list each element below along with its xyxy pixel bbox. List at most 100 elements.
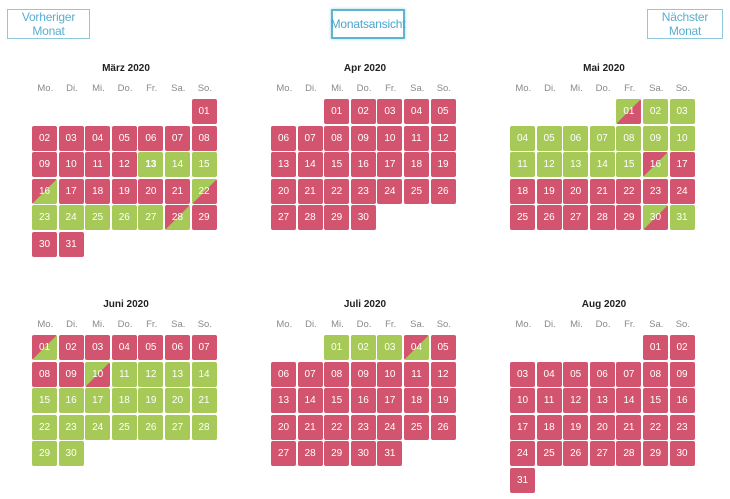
day-cell[interactable]: 27 bbox=[164, 414, 190, 440]
day-cell[interactable]: 14 bbox=[297, 152, 323, 178]
day-cell[interactable]: 17 bbox=[58, 178, 84, 204]
day-cell[interactable]: 12 bbox=[430, 361, 456, 387]
day-cell[interactable]: 02 bbox=[642, 99, 668, 124]
day-cell[interactable]: 19 bbox=[430, 388, 456, 414]
day-cell[interactable]: 10 bbox=[510, 388, 535, 414]
day-cell[interactable]: 27 bbox=[271, 205, 296, 231]
day-cell[interactable]: 11 bbox=[85, 152, 111, 178]
day-cell[interactable]: 21 bbox=[164, 178, 190, 204]
day-cell[interactable]: 17 bbox=[510, 414, 535, 440]
day-cell[interactable]: 04 bbox=[510, 125, 535, 151]
day-cell[interactable]: 18 bbox=[510, 178, 535, 204]
day-cell[interactable]: 29 bbox=[324, 205, 350, 231]
day-cell[interactable]: 24 bbox=[377, 178, 403, 204]
day-cell[interactable]: 17 bbox=[377, 152, 403, 178]
day-cell[interactable]: 08 bbox=[642, 361, 668, 387]
day-cell[interactable]: 06 bbox=[589, 361, 615, 387]
day-cell[interactable]: 02 bbox=[58, 335, 84, 360]
day-cell[interactable]: 18 bbox=[403, 152, 429, 178]
day-cell[interactable]: 05 bbox=[536, 125, 562, 151]
day-cell[interactable]: 31 bbox=[377, 441, 403, 467]
day-cell[interactable]: 26 bbox=[138, 414, 164, 440]
day-cell[interactable]: 03 bbox=[58, 125, 84, 151]
day-cell[interactable]: 16 bbox=[642, 152, 668, 178]
day-cell[interactable]: 28 bbox=[589, 205, 615, 231]
day-cell[interactable]: 26 bbox=[536, 205, 562, 231]
day-cell[interactable]: 02 bbox=[350, 335, 376, 360]
day-cell[interactable]: 29 bbox=[191, 205, 217, 231]
day-cell[interactable]: 31 bbox=[510, 467, 535, 493]
day-cell[interactable]: 21 bbox=[297, 178, 323, 204]
day-cell[interactable]: 07 bbox=[616, 361, 642, 387]
day-cell[interactable]: 29 bbox=[32, 441, 57, 467]
day-cell[interactable]: 28 bbox=[616, 441, 642, 467]
day-cell[interactable]: 26 bbox=[430, 414, 456, 440]
day-cell[interactable]: 22 bbox=[642, 414, 668, 440]
day-cell[interactable]: 22 bbox=[616, 178, 642, 204]
day-cell[interactable]: 10 bbox=[85, 361, 111, 387]
day-cell[interactable]: 19 bbox=[536, 178, 562, 204]
day-cell[interactable]: 16 bbox=[350, 388, 376, 414]
day-cell[interactable]: 09 bbox=[32, 152, 57, 178]
day-cell[interactable]: 10 bbox=[669, 125, 695, 151]
day-cell[interactable]: 24 bbox=[669, 178, 695, 204]
day-cell[interactable]: 12 bbox=[111, 152, 137, 178]
day-cell[interactable]: 12 bbox=[430, 125, 456, 151]
day-cell[interactable]: 25 bbox=[85, 205, 111, 231]
day-cell[interactable]: 12 bbox=[536, 152, 562, 178]
day-cell[interactable]: 09 bbox=[58, 361, 84, 387]
day-cell[interactable]: 11 bbox=[403, 125, 429, 151]
day-cell[interactable]: 31 bbox=[669, 205, 695, 231]
day-cell[interactable]: 19 bbox=[138, 388, 164, 414]
day-cell[interactable]: 04 bbox=[536, 361, 562, 387]
day-cell[interactable]: 22 bbox=[191, 178, 217, 204]
day-cell[interactable]: 18 bbox=[85, 178, 111, 204]
day-cell[interactable]: 04 bbox=[111, 335, 137, 360]
day-cell[interactable]: 12 bbox=[563, 388, 589, 414]
next-month-button[interactable]: Nächster Monat bbox=[647, 9, 723, 39]
day-cell[interactable]: 29 bbox=[642, 441, 668, 467]
day-cell[interactable]: 07 bbox=[164, 125, 190, 151]
day-cell[interactable]: 10 bbox=[377, 361, 403, 387]
day-cell[interactable]: 15 bbox=[616, 152, 642, 178]
day-cell[interactable]: 16 bbox=[350, 152, 376, 178]
day-cell[interactable]: 30 bbox=[32, 231, 57, 257]
day-cell[interactable]: 19 bbox=[430, 152, 456, 178]
day-cell[interactable]: 13 bbox=[589, 388, 615, 414]
day-cell[interactable]: 21 bbox=[191, 388, 217, 414]
day-cell[interactable]: 15 bbox=[191, 152, 217, 178]
day-cell[interactable]: 23 bbox=[58, 414, 84, 440]
day-cell[interactable]: 20 bbox=[563, 178, 589, 204]
day-cell[interactable]: 22 bbox=[324, 178, 350, 204]
day-cell[interactable]: 05 bbox=[111, 125, 137, 151]
day-cell[interactable]: 26 bbox=[111, 205, 137, 231]
day-cell[interactable]: 28 bbox=[191, 414, 217, 440]
day-cell[interactable]: 21 bbox=[616, 414, 642, 440]
day-cell[interactable]: 09 bbox=[669, 361, 695, 387]
day-cell[interactable]: 16 bbox=[32, 178, 57, 204]
day-cell[interactable]: 24 bbox=[85, 414, 111, 440]
day-cell[interactable]: 17 bbox=[377, 388, 403, 414]
day-cell[interactable]: 19 bbox=[111, 178, 137, 204]
day-cell[interactable]: 08 bbox=[191, 125, 217, 151]
day-cell[interactable]: 02 bbox=[669, 335, 695, 360]
day-cell[interactable]: 11 bbox=[510, 152, 535, 178]
day-cell[interactable]: 07 bbox=[297, 125, 323, 151]
day-cell[interactable]: 20 bbox=[138, 178, 164, 204]
day-cell[interactable]: 23 bbox=[350, 414, 376, 440]
day-cell[interactable]: 13 bbox=[271, 388, 296, 414]
day-cell[interactable]: 28 bbox=[164, 205, 190, 231]
day-cell[interactable]: 13 bbox=[271, 152, 296, 178]
day-cell[interactable]: 12 bbox=[138, 361, 164, 387]
day-cell[interactable]: 16 bbox=[58, 388, 84, 414]
day-cell[interactable]: 11 bbox=[403, 361, 429, 387]
day-cell[interactable]: 28 bbox=[297, 441, 323, 467]
day-cell[interactable]: 24 bbox=[510, 441, 535, 467]
day-cell[interactable]: 01 bbox=[324, 99, 350, 124]
day-cell[interactable]: 17 bbox=[85, 388, 111, 414]
day-cell[interactable]: 01 bbox=[191, 99, 217, 124]
day-cell[interactable]: 26 bbox=[563, 441, 589, 467]
day-cell[interactable]: 20 bbox=[271, 414, 296, 440]
day-cell[interactable]: 10 bbox=[58, 152, 84, 178]
month-view-button[interactable]: Monatsansicht bbox=[331, 9, 406, 39]
